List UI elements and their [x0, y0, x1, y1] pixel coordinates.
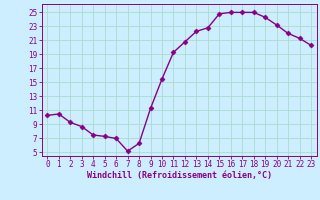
X-axis label: Windchill (Refroidissement éolien,°C): Windchill (Refroidissement éolien,°C) [87, 171, 272, 180]
